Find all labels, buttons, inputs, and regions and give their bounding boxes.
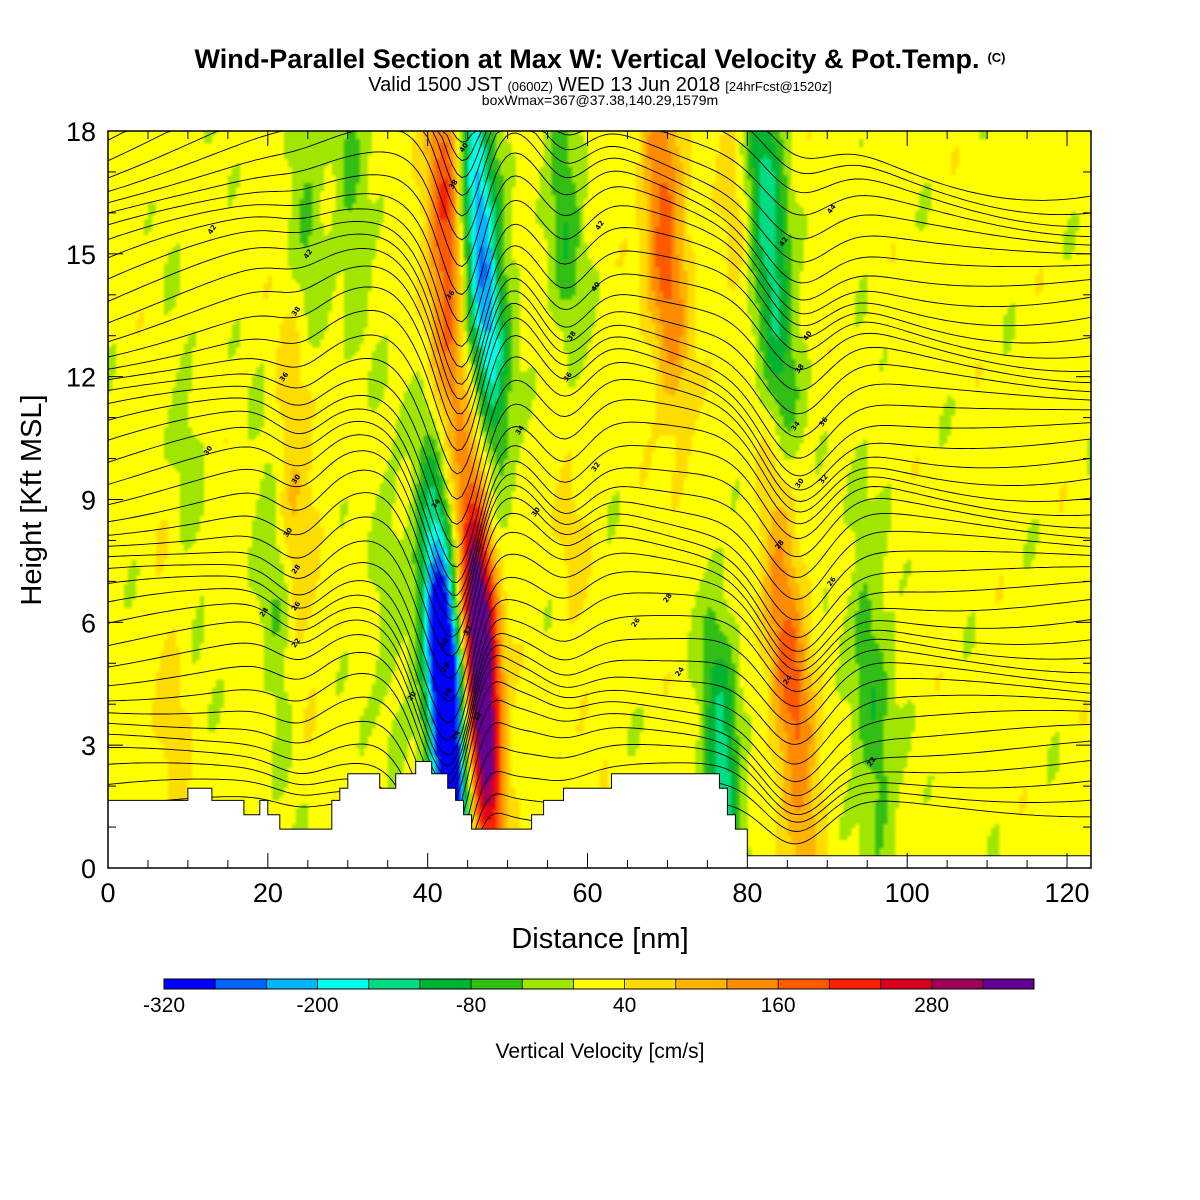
- theta-contour-line: [107, 450, 1092, 608]
- theta-contour-line: [107, 619, 1092, 767]
- y-tick-label: 6: [81, 608, 96, 638]
- theta-contour-line: [107, 588, 1092, 742]
- plot-area: 4242383630303028262422204038363432302826…: [107, 130, 1092, 869]
- valid-prefix: Valid 1500 JST: [368, 74, 502, 96]
- theta-contour-line: [107, 174, 1092, 315]
- colorbar-swatch: [675, 979, 728, 989]
- theta-contour-line: [107, 552, 1092, 702]
- theta-contour-line: [107, 356, 1092, 500]
- theta-contour-line: [107, 408, 1092, 568]
- theta-contour-line: [107, 651, 1092, 786]
- colorbar-label: 40: [613, 994, 636, 1017]
- theta-contour-line: [107, 208, 1092, 347]
- potential-temperature-contours: [107, 130, 1092, 869]
- colorbar-swatch: [522, 979, 574, 989]
- theta-contour-line: [107, 394, 1092, 549]
- colorbar-swatch: [419, 979, 472, 989]
- colorbar-swatch: [624, 979, 677, 989]
- colorbar: -320 -200 -80 40 160 280: [143, 978, 1035, 1017]
- colorbar-swatch: [317, 979, 370, 989]
- colorbar-swatch: [471, 979, 523, 989]
- theta-contour-line: [107, 634, 1092, 776]
- colorbar-swatch: [368, 979, 421, 989]
- theta-contour-line: [107, 378, 1092, 525]
- axes: 0 20 40 60 80 100 120 0 3 6 9 12 15 18: [66, 117, 1091, 908]
- x-tick-label: 60: [572, 878, 602, 908]
- chart-title: Wind-Parallel Section at Max W: Vertical…: [194, 44, 1005, 74]
- theta-contour-line: [107, 531, 1092, 679]
- y-axis-title: Height [Kft MSL]: [16, 394, 48, 605]
- theta-contour-line: [107, 233, 1092, 385]
- valid-time-line: Valid 1500 JST (0600Z) WED 13 Jun 2018 [24h…: [368, 74, 831, 96]
- theta-contour-line: [107, 434, 1092, 596]
- theta-contour-line: [107, 681, 1092, 813]
- theta-contour-line: [107, 334, 1092, 477]
- theta-contour-line: [107, 193, 1092, 327]
- box-wmax-info: boxWmax=367@37.38,140.29,1579m: [482, 92, 718, 108]
- colorbar-swatch: [573, 979, 625, 989]
- forecast-info: [24hrFcst@1520z]: [725, 79, 831, 94]
- theta-contour-line: [107, 309, 1091, 459]
- theta-contour-line: [107, 265, 1092, 415]
- x-tick-label: 0: [100, 878, 115, 908]
- y-tick-label: 15: [66, 240, 96, 270]
- theta-contour-line: [107, 603, 1092, 756]
- theta-contour-line: [107, 286, 1092, 438]
- colorbar-swatch: [778, 979, 830, 989]
- theta-contour-line: [107, 571, 1092, 724]
- colorbar-swatch: [164, 979, 216, 989]
- valid-utc: (0600Z): [507, 79, 553, 94]
- x-tick-label: 120: [1044, 878, 1089, 908]
- colorbar-swatch: [215, 979, 267, 989]
- colorbar-swatch: [266, 979, 318, 989]
- theta-contour-line: [107, 469, 1092, 622]
- theta-contour-line: [107, 762, 1092, 869]
- y-tick-label: 0: [81, 854, 96, 884]
- colorbar-label: -200: [296, 994, 338, 1017]
- theta-contour-line: [107, 699, 1092, 831]
- x-tick-label: 20: [253, 878, 283, 908]
- theta-contour-line: [107, 130, 1092, 284]
- theta-contour-line: [108, 744, 1092, 869]
- chart-title-text: Wind-Parallel Section at Max W: Vertical…: [194, 44, 979, 74]
- theta-contour-line: [107, 151, 1092, 301]
- theta-contour-line: [107, 221, 1092, 368]
- colorbar-swatch: [982, 979, 1035, 989]
- y-tick-label: 9: [81, 486, 96, 516]
- theta-contour-line: [107, 420, 1092, 584]
- y-tick-label: 18: [66, 117, 96, 147]
- colorbar-swatch: [931, 979, 984, 989]
- colorbar-label: -320: [143, 994, 185, 1017]
- theta-contour-line: [107, 512, 1091, 657]
- vertical-velocity-field: [108, 131, 1091, 868]
- colorbar-frame: [163, 978, 1035, 990]
- x-tick-label: 100: [885, 878, 930, 908]
- x-axis-title: Distance [nm]: [511, 923, 688, 955]
- theta-contour-line: [107, 130, 1092, 263]
- x-tick-label: 80: [732, 878, 762, 908]
- theta-contour-line: [107, 248, 1092, 400]
- copyright-mark: (C): [987, 50, 1005, 65]
- colorbar-label: 280: [914, 994, 949, 1017]
- colorbar-label: -80: [456, 994, 486, 1017]
- valid-date: WED 13 Jun 2018: [558, 74, 720, 96]
- theta-contour-line: [107, 722, 1092, 851]
- y-tick-label: 3: [81, 731, 96, 761]
- theta-contour-line: [107, 666, 1092, 797]
- colorbar-title: Vertical Velocity [cm/s]: [496, 1040, 705, 1063]
- terrain-profile: [107, 761, 1092, 869]
- theta-contour-line: [107, 492, 1092, 638]
- colorbar-swatch: [829, 979, 881, 989]
- y-tick-label: 12: [66, 363, 96, 393]
- colorbar-swatch: [726, 979, 779, 989]
- x-tick-label: 40: [413, 878, 443, 908]
- colorbar-swatch: [880, 979, 932, 989]
- colorbar-label: 160: [761, 994, 796, 1017]
